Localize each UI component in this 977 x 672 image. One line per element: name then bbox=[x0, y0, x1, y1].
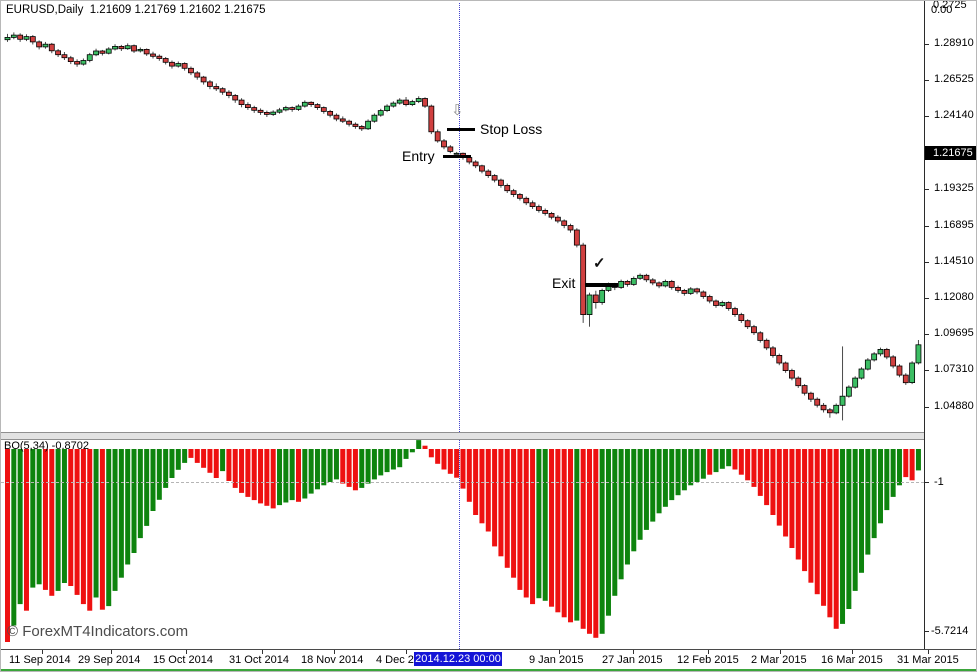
bottom-accent-line bbox=[1, 669, 976, 671]
stop-loss-label: Stop Loss bbox=[480, 121, 543, 137]
stop-loss-line[interactable] bbox=[447, 128, 475, 131]
date-axis-label: 27 Jan 2015 bbox=[602, 654, 663, 666]
date-axis-label: 9 Jan 2015 bbox=[529, 654, 584, 666]
candlestick-chart bbox=[4, 32, 922, 421]
entry-label: Entry bbox=[402, 148, 435, 164]
date-tick bbox=[708, 650, 709, 654]
axis-tick bbox=[925, 407, 929, 409]
candlestick-series bbox=[4, 32, 922, 421]
date-tick bbox=[633, 650, 634, 654]
entry-line[interactable] bbox=[443, 155, 471, 158]
indicator-subwindow[interactable]: BO(5,34) -0.8702 © ForexMT4Indicators.co… bbox=[1, 440, 924, 649]
price-axis-label: 1.04880 bbox=[934, 400, 974, 413]
date-tick bbox=[406, 650, 407, 654]
date-axis-label: 12 Feb 2015 bbox=[677, 654, 739, 666]
date-tick bbox=[559, 650, 560, 654]
date-axis-label: 31 Mar 2015 bbox=[897, 654, 959, 666]
axis-tick bbox=[925, 80, 929, 82]
date-tick bbox=[780, 650, 781, 654]
date-axis-label: 29 Sep 2014 bbox=[78, 654, 141, 666]
date-tick bbox=[334, 650, 335, 654]
indicator-name-value: BO(5,34) -0.8702 bbox=[4, 440, 89, 452]
date-axis-label: 31 Oct 2014 bbox=[229, 654, 289, 666]
axis-tick bbox=[925, 631, 929, 632]
panel-splitter[interactable] bbox=[1, 432, 976, 440]
level-line-minus1 bbox=[1, 482, 924, 483]
check-icon: ✓ bbox=[593, 255, 606, 272]
price-axis-label: 1.26525 bbox=[934, 73, 974, 86]
indicator-axis-zero: 0.00 bbox=[931, 4, 953, 16]
indicator-axis-min: -5.7214 bbox=[931, 625, 969, 637]
date-tick bbox=[111, 650, 112, 654]
date-axis-label: 11 Sep 2014 bbox=[9, 654, 71, 666]
indicator-axis-level: -1 bbox=[934, 476, 944, 488]
oscillator-histogram bbox=[5, 440, 921, 642]
date-tick bbox=[928, 650, 929, 654]
axis-tick bbox=[925, 334, 929, 336]
indicator-axis-max: 0.2725 bbox=[933, 0, 967, 11]
date-tick bbox=[262, 650, 263, 654]
price-axis-label: 1.16895 bbox=[934, 218, 974, 231]
sell-arrow-icon: ⇩ bbox=[451, 102, 464, 119]
crosshair-vertical-line bbox=[459, 3, 460, 432]
price-axis-label: 1.28910 bbox=[934, 37, 974, 49]
exit-line[interactable] bbox=[585, 283, 618, 287]
price-axis-label: 1.24140 bbox=[934, 109, 974, 122]
price-axis-label: 1.19325 bbox=[934, 181, 974, 194]
price-axis-label: 1.14510 bbox=[934, 254, 974, 267]
axis-tick bbox=[925, 261, 929, 263]
axis-tick bbox=[925, 482, 929, 483]
date-tick bbox=[186, 650, 187, 654]
axis-tick bbox=[925, 116, 929, 118]
date-axis-label: 2 Mar 2015 bbox=[751, 654, 807, 666]
axis-tick bbox=[925, 225, 929, 227]
date-axis-label: 16 Mar 2015 bbox=[821, 654, 883, 666]
axis-tick bbox=[925, 370, 929, 372]
axis-tick bbox=[925, 188, 929, 190]
chart-title-ohlc: EURUSD,Daily 1.21609 1.21769 1.21602 1.2… bbox=[6, 4, 266, 16]
date-axis-label: 15 Oct 2014 bbox=[153, 654, 213, 666]
date-tick bbox=[42, 650, 43, 654]
price-axis-label: 1.12080 bbox=[934, 291, 974, 304]
date-axis-label: 18 Nov 2014 bbox=[301, 654, 364, 666]
axis-tick bbox=[925, 298, 929, 300]
current-price-highlight: 1.21675 bbox=[925, 146, 976, 161]
exit-label: Exit bbox=[552, 275, 576, 291]
date-tick bbox=[852, 650, 853, 654]
price-axis-label: 1.07310 bbox=[934, 363, 974, 376]
crosshair-date-highlight: 2014.12.23 00:00 bbox=[414, 652, 502, 666]
price-axis-label: 1.09695 bbox=[934, 327, 974, 340]
crosshair-vertical-line-indicator bbox=[459, 440, 460, 649]
main-price-chart[interactable]: EURUSD,Daily 1.21609 1.21769 1.21602 1.2… bbox=[1, 1, 924, 432]
axis-tick bbox=[925, 44, 929, 45]
date-axis[interactable]: 11 Sep 2014 29 Sep 2014 15 Oct 2014 31 Oct … bbox=[1, 649, 976, 671]
histogram-series bbox=[5, 440, 921, 642]
price-axis[interactable]: 1.28910 1.26525 1.24140 1.19325 1.16895 1.145… bbox=[924, 0, 976, 649]
chart-watermark: © ForexMT4Indicators.com bbox=[7, 623, 189, 640]
